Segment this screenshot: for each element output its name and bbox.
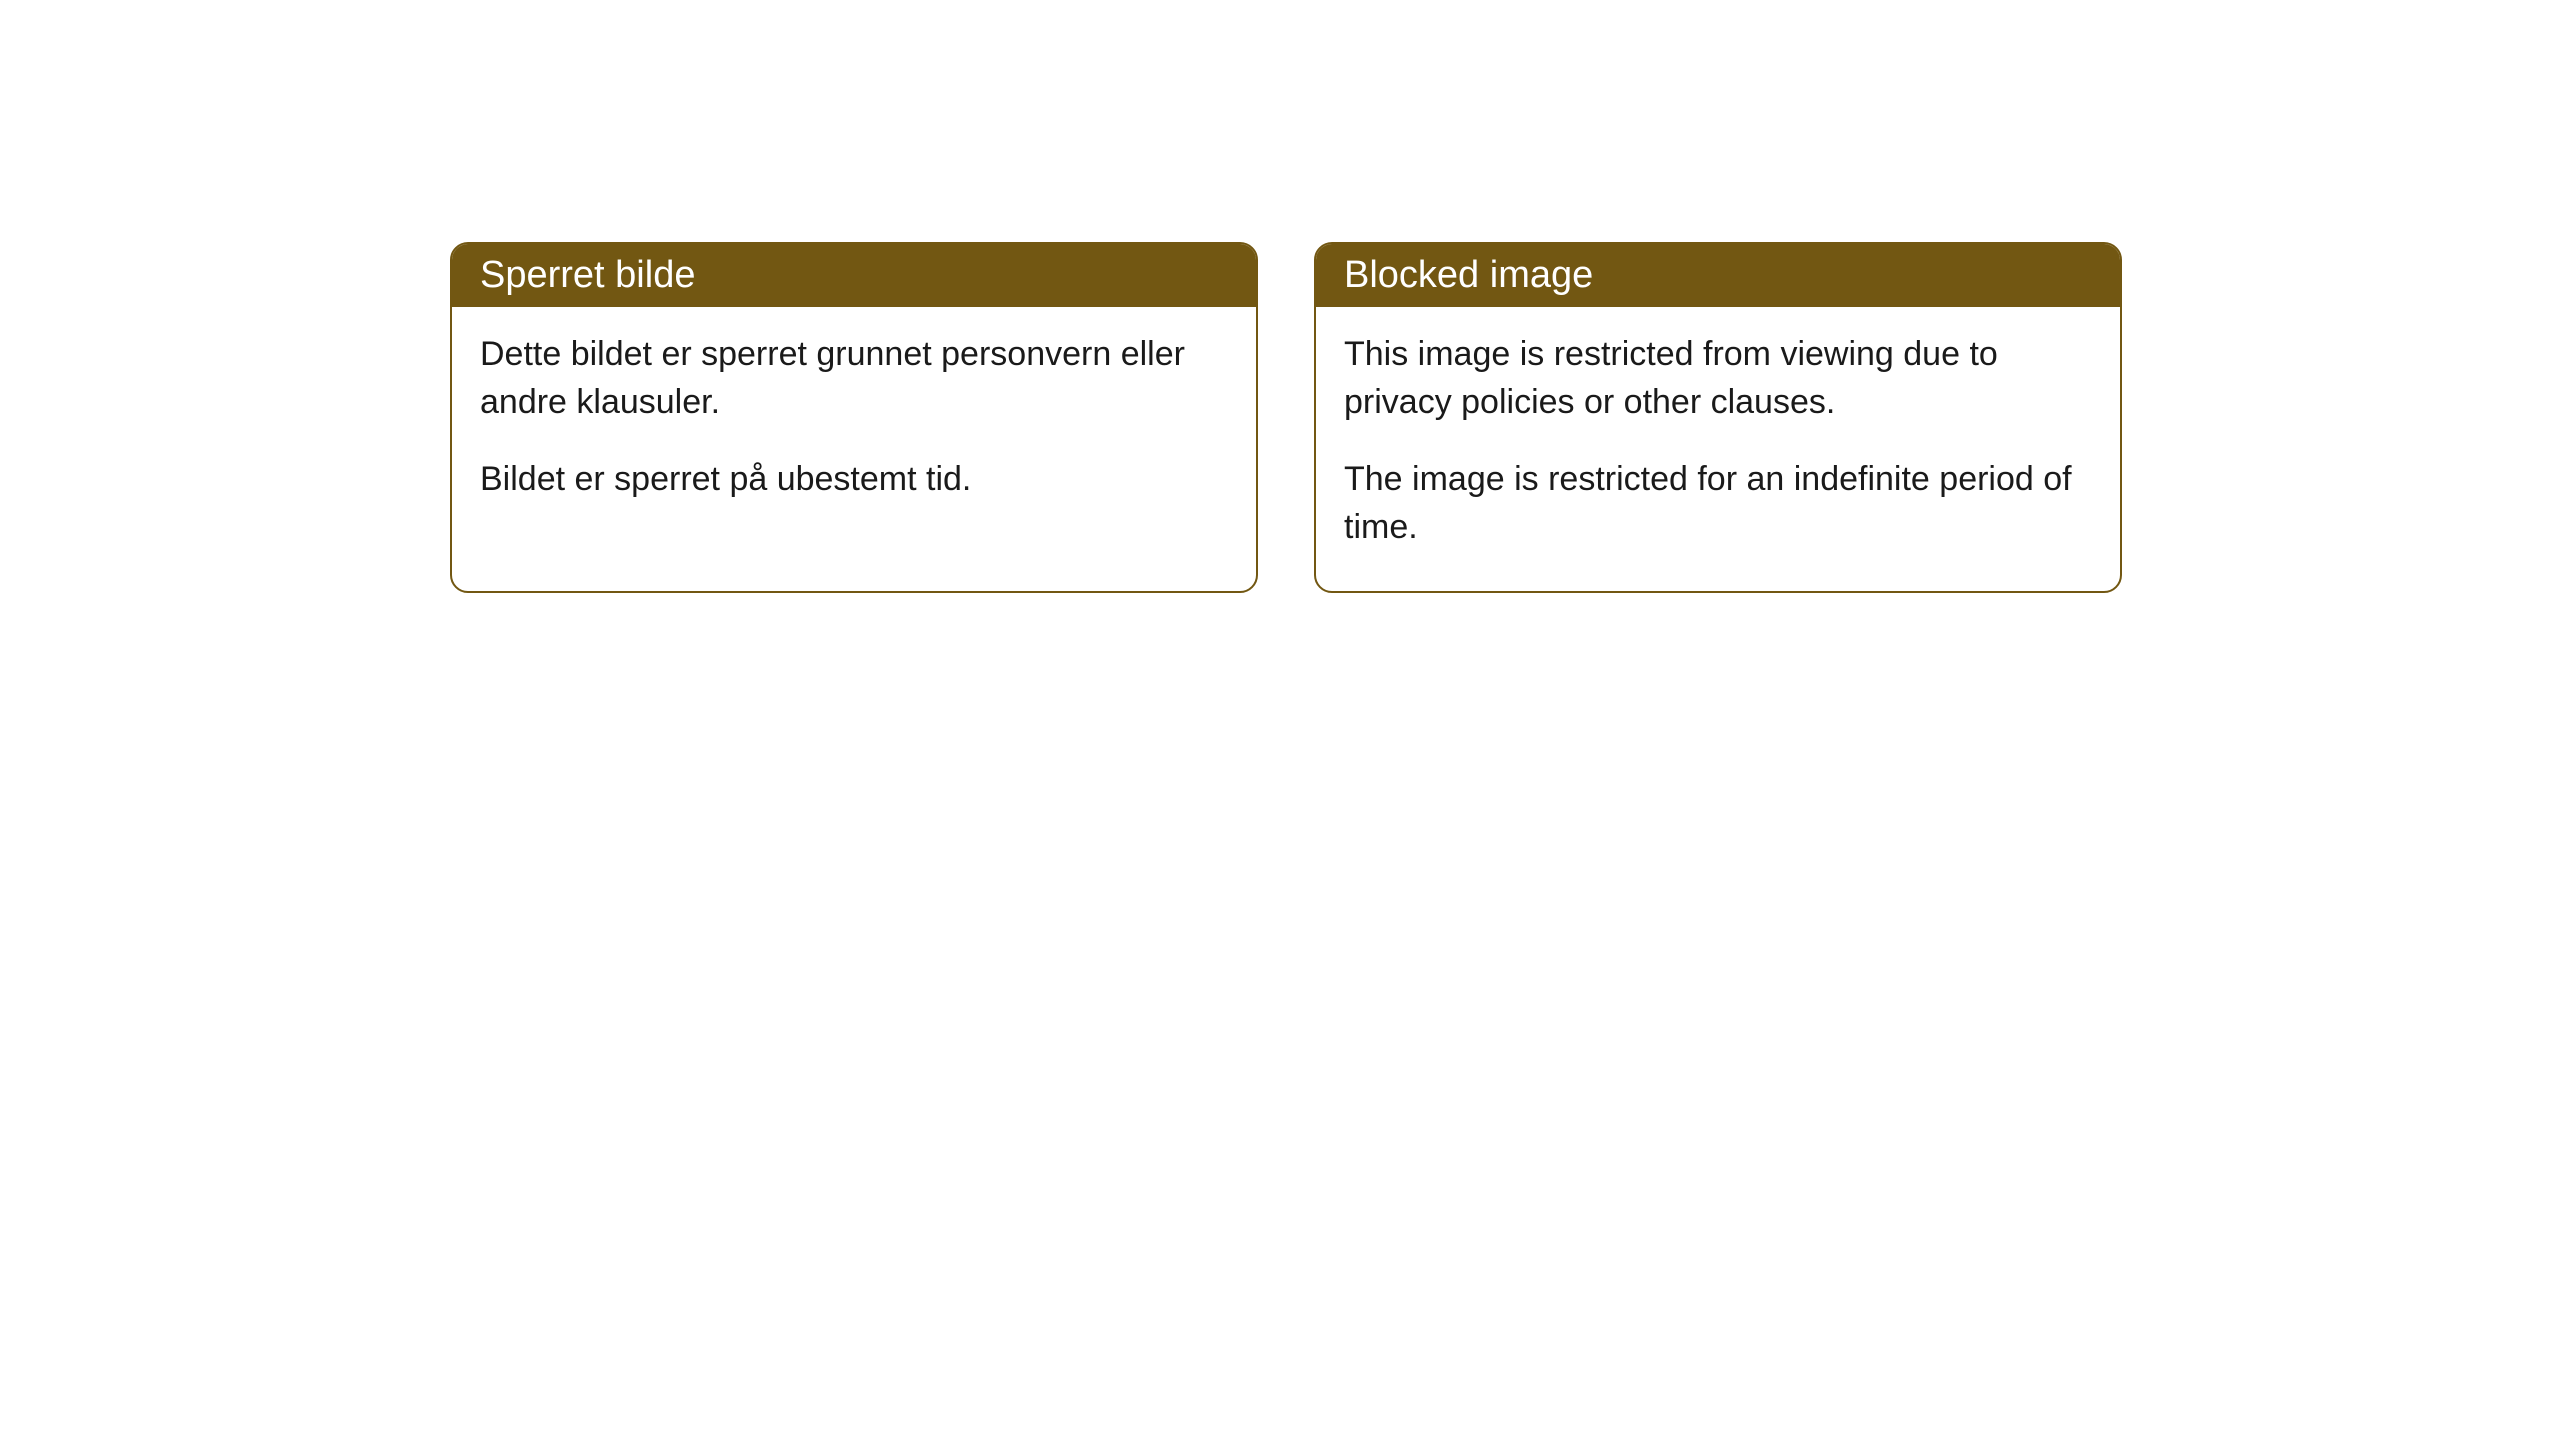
cards-container: Sperret bilde Dette bildet er sperret gr…: [450, 242, 2122, 593]
card-paragraph-1: This image is restricted from viewing du…: [1344, 331, 2092, 426]
card-paragraph-2: Bildet er sperret på ubestemt tid.: [480, 456, 1228, 504]
card-title: Sperret bilde: [452, 244, 1256, 307]
card-paragraph-2: The image is restricted for an indefinit…: [1344, 456, 2092, 551]
card-paragraph-1: Dette bildet er sperret grunnet personve…: [480, 331, 1228, 426]
card-body: This image is restricted from viewing du…: [1316, 307, 2120, 591]
blocked-image-card-norwegian: Sperret bilde Dette bildet er sperret gr…: [450, 242, 1258, 593]
card-body: Dette bildet er sperret grunnet personve…: [452, 307, 1256, 544]
card-title: Blocked image: [1316, 244, 2120, 307]
blocked-image-card-english: Blocked image This image is restricted f…: [1314, 242, 2122, 593]
